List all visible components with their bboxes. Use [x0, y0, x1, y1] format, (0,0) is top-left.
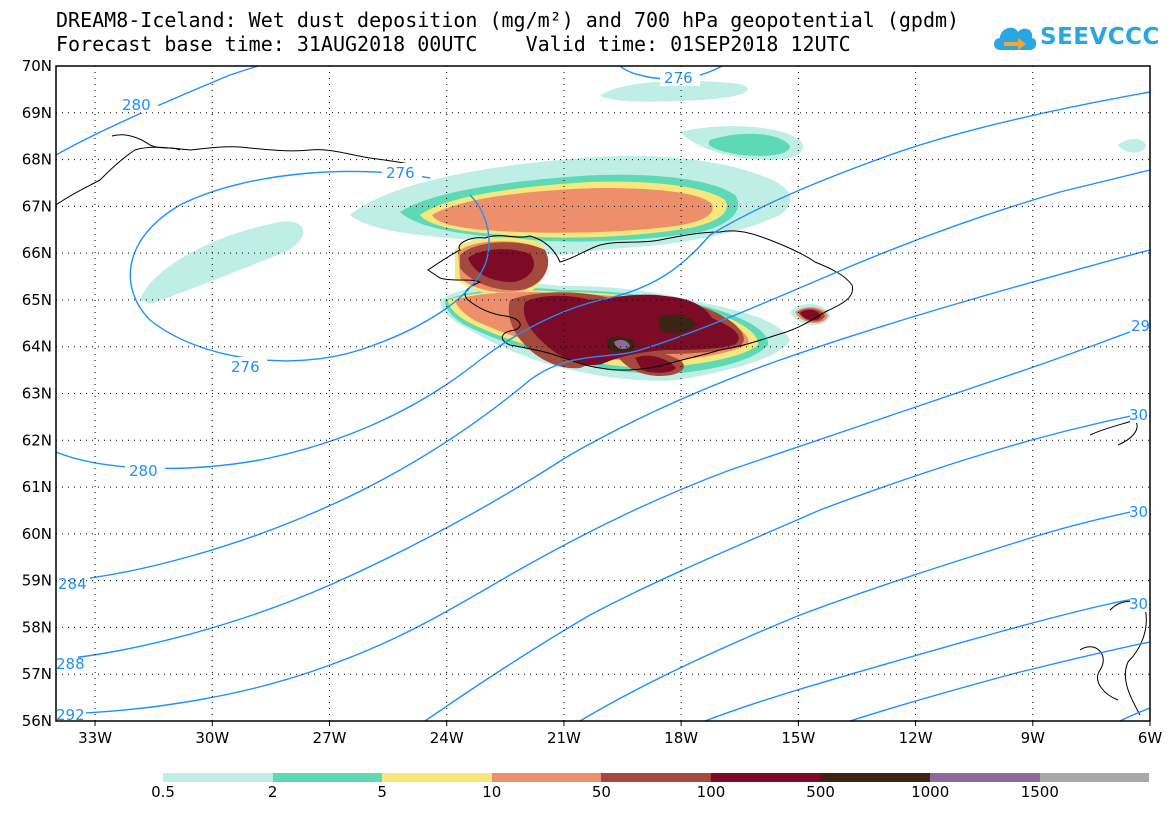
- map-subtitle: Forecast base time: 31AUG2018 00UTC Vali…: [56, 32, 851, 56]
- contour-line: [424, 411, 1150, 721]
- deposition-area-100: [468, 249, 534, 282]
- latitude-label: 62N: [22, 431, 52, 449]
- latitude-label: 59N: [22, 572, 52, 590]
- contour-label: 276: [386, 164, 415, 182]
- seevccc-logo: SEEVCCC: [990, 20, 1159, 56]
- colorbar-label: 1000: [911, 783, 950, 801]
- longitude-label: 33W: [78, 729, 112, 747]
- colorbar-label: 0.5: [151, 783, 175, 801]
- colorbar-label: 50: [591, 783, 611, 801]
- contour-line: [579, 507, 1150, 721]
- contour-label: 30: [1129, 503, 1148, 521]
- colorbar-segment: [1039, 773, 1150, 782]
- colorbar-label: 100: [696, 783, 726, 801]
- longitude-label: 6W: [1138, 729, 1163, 747]
- contour-line: [704, 596, 1150, 721]
- contour-label: 292: [56, 706, 85, 724]
- contour-label: 29: [1131, 317, 1150, 335]
- colorbar-segment: [711, 773, 821, 782]
- greenland-coastline: [111, 134, 181, 151]
- contour-label: 30: [1129, 406, 1148, 424]
- deposition-area-0-5: [1118, 139, 1146, 153]
- colorbar-segment: [491, 773, 602, 782]
- deposition-area-2: [708, 133, 790, 156]
- latitude-label: 56N: [22, 712, 52, 730]
- deposition-area-0-5: [600, 80, 748, 102]
- colorbar-label: 1500: [1020, 783, 1059, 801]
- latitude-label: 70N: [22, 57, 52, 75]
- contour-line: [56, 249, 1150, 661]
- longitude-label: 24W: [430, 729, 464, 747]
- contour-label: 280: [122, 96, 151, 114]
- deposition-area-0-5: [140, 221, 304, 304]
- geopotential-contours: [56, 66, 1150, 721]
- latitude-label: 63N: [22, 385, 52, 403]
- latitude-label: 65N: [22, 291, 52, 309]
- map-title: DREAM8-Iceland: Wet dust deposition (mg/…: [56, 8, 960, 32]
- contour-label: 284: [58, 575, 87, 593]
- colorbar-segment: [382, 773, 492, 782]
- cloud-icon: [994, 27, 1037, 50]
- latitude-label: 66N: [22, 244, 52, 262]
- colorbar-label: 5: [377, 783, 387, 801]
- map-frame: [55, 65, 1151, 722]
- deposition-area-500: [658, 314, 696, 334]
- contour-label: 30: [1129, 595, 1148, 613]
- dust-deposition-field: [140, 80, 1146, 381]
- colorbar-segment: [163, 773, 273, 782]
- colorbar-segment: [272, 773, 383, 782]
- contour-line: [56, 66, 259, 156]
- deposition-area-10: [432, 188, 713, 233]
- deposition-area-100: [523, 294, 739, 366]
- greenland-coastline: [56, 146, 416, 206]
- latitude-label: 64N: [22, 338, 52, 356]
- latitude-label: 67N: [22, 197, 52, 215]
- longitude-label: 15W: [781, 729, 815, 747]
- latitude-label: 61N: [22, 478, 52, 496]
- scotland-coastline: [1079, 601, 1147, 716]
- contour-line: [849, 641, 1150, 721]
- contour-line: [129, 170, 490, 362]
- latitude-label: 60N: [22, 525, 52, 543]
- longitude-label: 9W: [1021, 729, 1046, 747]
- graticule: [56, 66, 1150, 721]
- latitude-label: 57N: [22, 665, 52, 683]
- contour-line: [56, 324, 1150, 715]
- colorbar-segment: [601, 773, 711, 782]
- colorbar-label: 10: [482, 783, 502, 801]
- logo-text: SEEVCCC: [1040, 24, 1160, 50]
- contour-line: [56, 169, 1150, 583]
- latitude-label: 69N: [22, 104, 52, 122]
- colorbar-label: 500: [806, 783, 835, 801]
- latitude-labels: 56N 57N 58N 59N 60N 61N 62N 63N 64N 65N 66N 67N 68N 6…: [22, 57, 52, 730]
- longitude-label: 18W: [664, 729, 698, 747]
- longitude-label: 27W: [313, 729, 347, 747]
- longitude-label: 12W: [899, 729, 933, 747]
- colorbar-label: 2: [267, 783, 278, 801]
- contour-line: [56, 91, 1150, 470]
- longitude-label: 21W: [547, 729, 581, 747]
- contour-label: 280: [129, 462, 158, 480]
- contour-labels: 276 280 276 276 280 284 288 292 29 30 30…: [56, 68, 1150, 724]
- contour-label: 276: [664, 69, 693, 87]
- colorbar-segment: [930, 773, 1040, 782]
- contour-line: [1119, 707, 1150, 721]
- longitude-labels: 33W 30W 27W 24W 21W 18W 15W 12W 9W 6W: [78, 721, 1162, 747]
- contour-label: 288: [56, 655, 85, 673]
- contour-label: 276: [231, 358, 260, 376]
- latitude-label: 68N: [22, 151, 52, 169]
- latitude-label: 58N: [22, 618, 52, 636]
- longitude-label: 30W: [195, 729, 229, 747]
- colorbar-segment: [820, 773, 931, 782]
